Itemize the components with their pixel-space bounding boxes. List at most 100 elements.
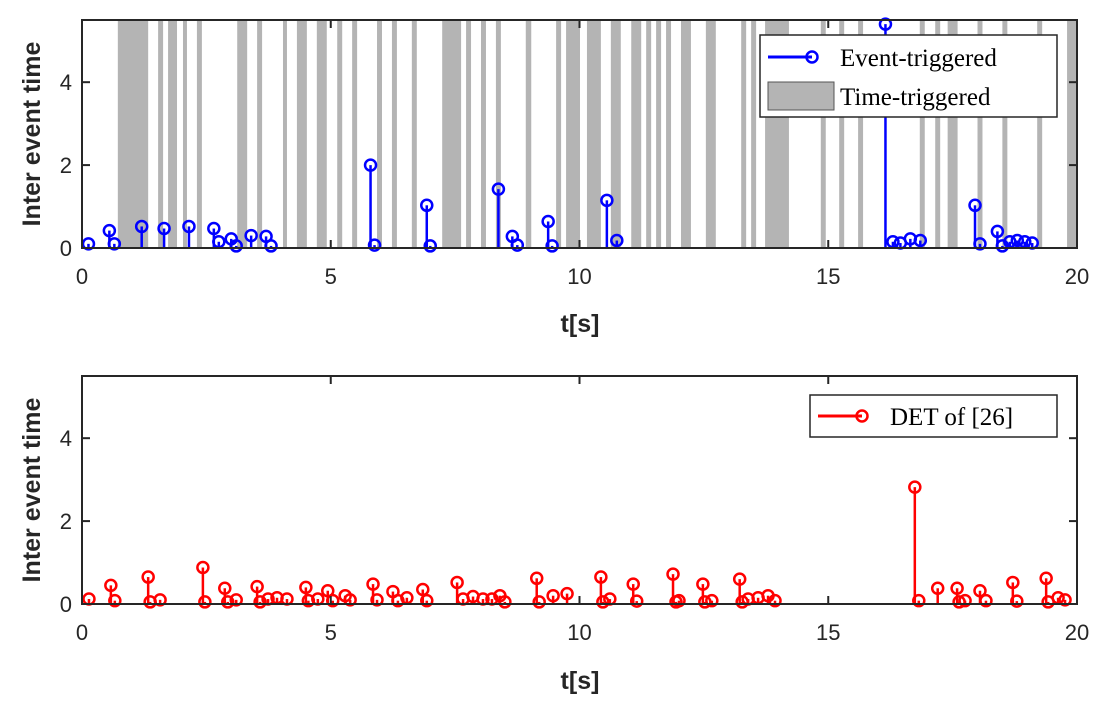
stem-marker	[229, 593, 243, 607]
time-triggered-band	[442, 20, 462, 248]
x-tick-label: 0	[76, 620, 88, 645]
stem-marker	[596, 595, 610, 609]
stem-marker	[546, 588, 560, 603]
top-axes: 0 5 10 15 20 0 2 4 t[s] Inter event time Event-…	[18, 17, 1089, 338]
time-triggered-band	[196, 20, 202, 248]
time-triggered-band	[316, 20, 327, 248]
stem-marker	[198, 595, 212, 609]
stem-marker	[498, 595, 512, 609]
stem-marker	[450, 575, 464, 590]
time-triggered-band	[117, 20, 149, 248]
stem-marker	[1010, 233, 1025, 248]
top-y-axis-label: Inter event time	[18, 42, 46, 227]
stem-marker	[325, 593, 340, 608]
legend-event-label: Event-triggered	[840, 45, 997, 72]
time-triggered-band	[646, 20, 652, 248]
stem-marker	[541, 214, 555, 229]
stem-marker	[299, 580, 313, 595]
stem-marker	[950, 581, 964, 595]
time-triggered-band	[337, 20, 343, 248]
y-tick-label: 0	[60, 592, 72, 617]
time-triggered-band	[1002, 20, 1008, 248]
time-triggered-band	[296, 20, 307, 248]
time-triggered-band	[377, 20, 382, 248]
stem-marker	[370, 593, 384, 607]
stem-marker	[218, 581, 232, 595]
time-triggered-band	[705, 20, 716, 248]
time-triggered-band	[820, 20, 826, 248]
time-triggered-band	[566, 20, 580, 248]
time-triggered-band	[656, 20, 662, 248]
stem-marker	[629, 594, 644, 608]
stem-marker	[666, 567, 680, 581]
stem-marker	[545, 239, 559, 253]
bottom-y-axis-label: Inter event time	[18, 398, 46, 583]
time-triggered-band	[391, 20, 397, 248]
stem-marker	[878, 17, 893, 31]
stem-marker	[968, 198, 982, 213]
top-legend: Event-triggered Time-triggered	[759, 34, 1058, 118]
x-tick-label: 10	[567, 264, 591, 289]
stem-marker	[102, 223, 117, 238]
time-triggered-band	[411, 20, 417, 248]
legend-det-marker	[855, 409, 869, 423]
time-triggered-band	[282, 20, 287, 248]
stem-marker	[1010, 594, 1024, 608]
time-triggered-band	[666, 20, 672, 248]
time-triggered-band	[158, 20, 164, 248]
time-triggered-band	[182, 20, 187, 248]
y-tick-label: 2	[60, 153, 72, 178]
stem-marker	[367, 238, 382, 252]
bottom-axes: 0 5 10 15 20 0 2 4 t[s] Inter event time DET of…	[18, 375, 1089, 695]
stem-marker	[732, 572, 747, 586]
time-triggered-band	[495, 20, 501, 248]
y-tick-label: 2	[60, 509, 72, 534]
stem-marker	[491, 182, 506, 196]
stem-marker	[229, 239, 243, 253]
time-triggered-band	[919, 20, 925, 248]
time-triggered-band	[751, 20, 757, 248]
time-triggered-band	[480, 20, 486, 248]
stem-marker	[157, 221, 171, 236]
stem-marker	[973, 583, 987, 598]
stem-marker	[705, 593, 719, 608]
x-tick-label: 20	[1065, 620, 1089, 645]
stem-marker	[104, 578, 118, 593]
stem-marker	[698, 595, 712, 609]
time-triggered-band	[935, 20, 941, 248]
stem-marker	[134, 219, 149, 234]
x-tick-label: 15	[816, 620, 840, 645]
time-triggered-band	[977, 20, 983, 248]
stem-marker	[979, 593, 993, 608]
stem-marker	[363, 158, 378, 172]
stem-marker	[141, 570, 155, 584]
stem-marker	[908, 480, 922, 494]
stem-marker	[108, 593, 122, 608]
stem-marker	[196, 560, 210, 575]
y-tick-label: 4	[60, 426, 72, 451]
time-triggered-band	[947, 20, 958, 248]
time-triggered-band	[631, 20, 642, 248]
time-triggered-band	[556, 20, 562, 248]
time-triggered-band	[1037, 20, 1043, 248]
x-tick-label: 5	[325, 264, 337, 289]
stem-marker	[626, 577, 640, 591]
y-tick-label: 4	[60, 70, 72, 95]
stem-marker	[420, 593, 434, 608]
stem-marker	[930, 581, 945, 595]
stem-marker	[420, 198, 434, 213]
stem-marker	[153, 593, 167, 607]
stem-marker	[768, 593, 782, 608]
stem-marker	[1006, 575, 1020, 590]
stem-marker	[1039, 571, 1053, 586]
time-triggered-band	[237, 20, 248, 248]
legend-time-swatch	[767, 81, 835, 111]
stem-marker	[416, 582, 430, 597]
stem-marker	[366, 577, 380, 591]
time-triggered-band	[466, 20, 472, 248]
stem-marker	[264, 239, 278, 253]
x-tick-label: 20	[1065, 264, 1089, 289]
time-triggered-band	[586, 20, 601, 248]
stem-marker	[973, 237, 987, 251]
